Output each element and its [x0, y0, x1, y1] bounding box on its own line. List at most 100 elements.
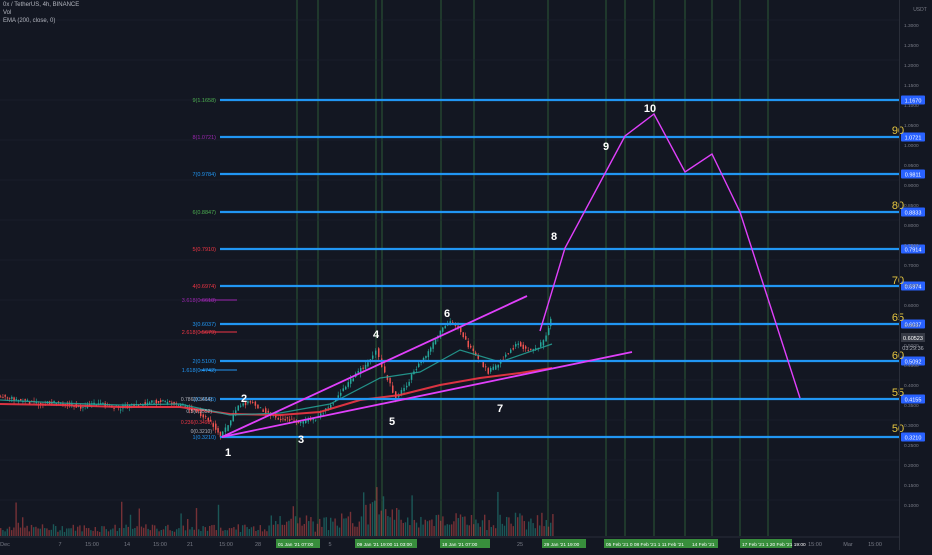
volume-bar: [231, 528, 233, 536]
date-tag-text: 18 Jan '21 07:00: [442, 542, 478, 548]
candle-body: [406, 385, 408, 388]
candle-body: [215, 423, 217, 430]
volume-bar: [237, 524, 239, 536]
candle-body: [177, 405, 180, 407]
candle-body: [512, 348, 514, 350]
volume-bar: [224, 530, 226, 536]
volume-bar: [453, 521, 455, 536]
price-axis-tick: 0.3000: [904, 423, 919, 429]
candle-body: [415, 369, 418, 371]
fib-level-label: 2.618(0.5679): [182, 330, 216, 336]
volume-bar: [105, 529, 107, 536]
price-tag-bg: [901, 432, 925, 442]
candle-body: [100, 403, 102, 404]
candle-body: [227, 425, 229, 431]
volume-bar: [400, 519, 402, 536]
volume-bar: [481, 520, 484, 536]
volume-bar: [255, 531, 257, 536]
price-axis-tick: 1.0000: [904, 143, 919, 149]
price-axis-tick: 0.7000: [904, 263, 919, 269]
volume-bar: [4, 531, 6, 536]
candle-body: [420, 361, 422, 363]
candle-body: [280, 418, 282, 421]
volume-bar: [501, 523, 503, 536]
volume-bar: [70, 528, 72, 536]
volume-bar: [220, 527, 222, 536]
volume-bar: [521, 515, 523, 536]
volume-bar: [110, 529, 112, 536]
price-tag-text: 1.1670: [905, 99, 922, 105]
candle-body: [545, 335, 547, 342]
volume-bar: [398, 509, 400, 536]
fib-level-label: 8(1.0721): [192, 135, 216, 141]
volume-bar: [413, 519, 415, 536]
x-axis-tick: 5: [328, 542, 331, 548]
volume-bar: [325, 517, 327, 536]
volume-bar: [525, 529, 528, 536]
volume-bar: [145, 524, 147, 536]
volume-bar: [101, 526, 103, 536]
volume-bar: [81, 531, 83, 536]
volume-bar: [437, 514, 440, 536]
candle-body: [400, 390, 403, 396]
volume-bar: [279, 516, 281, 536]
volume-bar: [257, 529, 259, 536]
volume-bar: [477, 523, 479, 536]
volume-bar: [310, 517, 312, 536]
volume-bar: [272, 524, 275, 536]
volume-bar: [189, 529, 191, 536]
price-axis[interactable]: [899, 0, 932, 550]
volume-bar: [552, 514, 554, 536]
volume-bar: [530, 518, 532, 536]
candle-body: [425, 355, 427, 359]
volume-bar: [376, 487, 378, 536]
candle-body: [2, 396, 4, 398]
volume-bar: [30, 524, 33, 536]
volume-bar: [50, 529, 52, 536]
candle-body: [297, 421, 300, 424]
price-axis-tick: 0.4000: [904, 383, 919, 389]
x-axis-tick: Dec: [0, 542, 10, 548]
volume-bar: [297, 523, 299, 536]
candle-body: [312, 418, 314, 421]
price-axis-tick: 0.5500: [904, 323, 919, 329]
volume-bar: [497, 491, 499, 536]
volume-bar: [321, 526, 323, 536]
volume-bar: [154, 525, 156, 536]
candle-body: [202, 414, 204, 418]
candle-body: [362, 367, 364, 369]
volume-bar: [545, 520, 547, 536]
volume-bar: [508, 517, 510, 536]
candle-body: [375, 350, 377, 355]
candle-body: [288, 419, 291, 421]
wave-label: 10: [644, 103, 656, 115]
fib-level-label: 4(0.6974): [192, 284, 216, 290]
volume-bar: [433, 526, 435, 536]
volume-bar: [495, 528, 497, 536]
volume-bar: [338, 527, 341, 536]
candle-body: [492, 366, 494, 370]
volume-bar: [547, 526, 550, 536]
volume-bar: [68, 528, 70, 536]
volume-bar: [92, 530, 94, 536]
volume-bar: [61, 526, 63, 536]
volume-bar: [28, 531, 30, 536]
volume-bar: [2, 530, 4, 536]
candle-body: [35, 402, 38, 404]
volume-bar: [462, 516, 464, 536]
candle-body: [265, 408, 267, 414]
volume-bar: [160, 529, 162, 536]
price-tag-bg: [901, 244, 925, 254]
volume-bar: [360, 516, 363, 536]
volume-bar: [528, 521, 530, 536]
candle-body: [550, 318, 552, 327]
volume-bar: [435, 515, 437, 536]
volume-bar: [354, 526, 356, 536]
volume-bar: [149, 530, 151, 536]
volume-bar: [367, 524, 369, 536]
volume-bar: [22, 517, 24, 536]
candle-body: [307, 418, 309, 422]
volume-bar: [57, 531, 59, 536]
